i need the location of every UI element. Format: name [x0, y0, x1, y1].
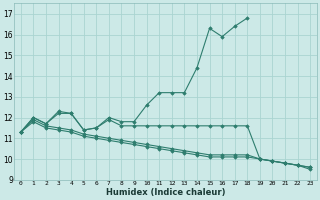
X-axis label: Humidex (Indice chaleur): Humidex (Indice chaleur) [106, 188, 225, 197]
